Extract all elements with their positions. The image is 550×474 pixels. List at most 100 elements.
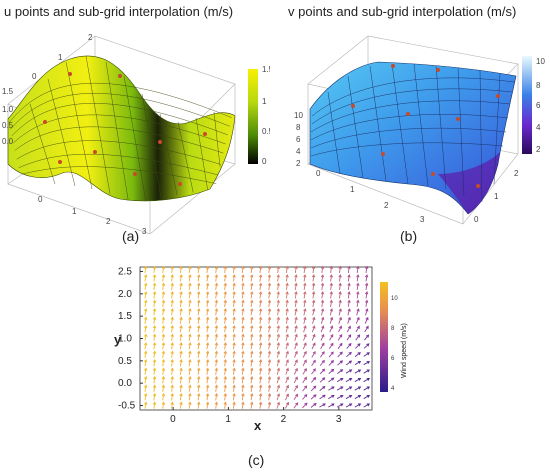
panel-a-caption: (a): [122, 228, 140, 244]
wind-arrow: [241, 299, 245, 307]
a-ytick: 1: [58, 53, 63, 62]
wind-arrow: [329, 308, 334, 316]
b-xtick: 3: [420, 215, 425, 224]
wind-arrow: [179, 265, 183, 273]
a-xtick: 2: [106, 217, 111, 226]
a-ytick: 0: [32, 72, 37, 81]
wind-arrow: [188, 316, 192, 324]
a-cbtick: 1.5: [262, 65, 270, 74]
a-ytick: 2: [88, 33, 93, 42]
wind-arrow: [320, 316, 325, 324]
wind-arrow: [152, 282, 157, 290]
wind-arrow: [345, 394, 353, 400]
wind-arrow: [338, 291, 342, 299]
b-ytick: 2: [514, 169, 519, 178]
wind-arrow: [161, 359, 166, 367]
wind-arrow: [214, 299, 219, 307]
wind-arrow: [179, 282, 183, 290]
wind-arrow: [205, 392, 210, 401]
wind-arrow: [170, 316, 174, 324]
wind-arrow: [205, 333, 210, 341]
wind-arrow: [338, 282, 342, 290]
c-ytick: 2.0: [118, 289, 132, 300]
wind-arrow: [152, 350, 157, 358]
wind-arrow: [320, 274, 325, 282]
panel-b-mesh: [310, 63, 515, 203]
wind-arrow: [241, 367, 245, 375]
b-ztick: 10: [294, 111, 303, 120]
wind-arrow: [188, 274, 192, 282]
wind-arrow: [188, 333, 192, 341]
wind-arrow: [310, 385, 317, 392]
wind-arrow: [285, 282, 289, 290]
wind-arrow: [276, 367, 281, 375]
wind-arrow: [319, 385, 326, 391]
wind-arrow: [188, 299, 192, 307]
panel-c-ylabel: y: [114, 332, 122, 347]
wind-arrow: [188, 291, 192, 299]
wind-arrow: [320, 299, 325, 307]
wind-arrow: [328, 403, 335, 408]
wind-arrow: [311, 282, 316, 290]
wind-arrow: [267, 384, 272, 392]
wind-arrow: [294, 342, 298, 350]
b-ztick: 8: [296, 123, 301, 132]
c-ytick: 0.0: [118, 378, 132, 389]
wind-arrow: [302, 376, 308, 383]
wind-arrow: [285, 333, 289, 341]
wind-arrow: [170, 333, 174, 341]
wind-arrow: [319, 359, 325, 366]
wind-arrow: [258, 367, 263, 375]
c-ytick: 1.0: [118, 334, 132, 345]
wind-arrow: [276, 384, 281, 392]
wind-arrow: [302, 402, 308, 409]
wind-arrow: [241, 384, 245, 392]
wind-arrow: [310, 376, 317, 383]
wind-arrow: [276, 274, 280, 282]
wind-arrow: [302, 350, 307, 358]
wind-arrow: [347, 299, 351, 307]
wind-arrow: [161, 384, 166, 392]
wind-arrow: [303, 316, 307, 324]
wind-arrow: [223, 401, 227, 409]
wind-arrow: [294, 265, 298, 273]
wind-arrow: [258, 333, 263, 341]
wind-arrow: [250, 392, 254, 401]
wind-arrow: [320, 265, 325, 273]
wind-arrow: [347, 316, 351, 324]
wind-arrow: [214, 282, 219, 290]
wind-arrow: [223, 333, 227, 341]
a-cbtick: 0: [262, 157, 267, 166]
wind-arrow: [293, 393, 299, 401]
panel-c-caption: (c): [248, 452, 265, 468]
wind-arrow: [276, 299, 280, 307]
wind-arrow: [205, 265, 210, 273]
wind-arrow: [205, 325, 210, 333]
wind-arrow: [179, 401, 183, 409]
wind-arrow: [329, 282, 334, 290]
panel-a-surface-plot: 1.5 1.0 0.5 0.0 0 1 2 0 1 2 3 1.5 1 0.5 …: [2, 33, 270, 234]
wind-arrow: [303, 291, 307, 299]
wind-arrow: [144, 359, 148, 367]
wind-arrow: [347, 308, 351, 316]
wind-arrow: [170, 342, 174, 350]
wind-arrow: [179, 308, 183, 316]
wind-arrow: [364, 334, 370, 341]
b-ytick: 0: [474, 215, 479, 224]
wind-arrow: [311, 368, 316, 375]
panel-c-colorbar: [380, 282, 388, 392]
wind-arrow: [241, 316, 245, 324]
wind-arrow: [197, 265, 201, 273]
wind-arrow: [267, 274, 272, 282]
panel-b-sample-points: [351, 64, 500, 188]
c-xtick: 0: [170, 414, 176, 425]
wind-arrow: [188, 401, 192, 409]
wind-arrow: [354, 369, 362, 374]
wind-arrow: [170, 401, 174, 409]
wind-arrow: [205, 291, 210, 299]
wind-arrow: [170, 359, 174, 367]
wind-arrow: [364, 265, 369, 273]
wind-arrow: [345, 377, 353, 383]
panel-b-caption: (b): [400, 228, 418, 244]
wind-arrow: [144, 384, 148, 392]
